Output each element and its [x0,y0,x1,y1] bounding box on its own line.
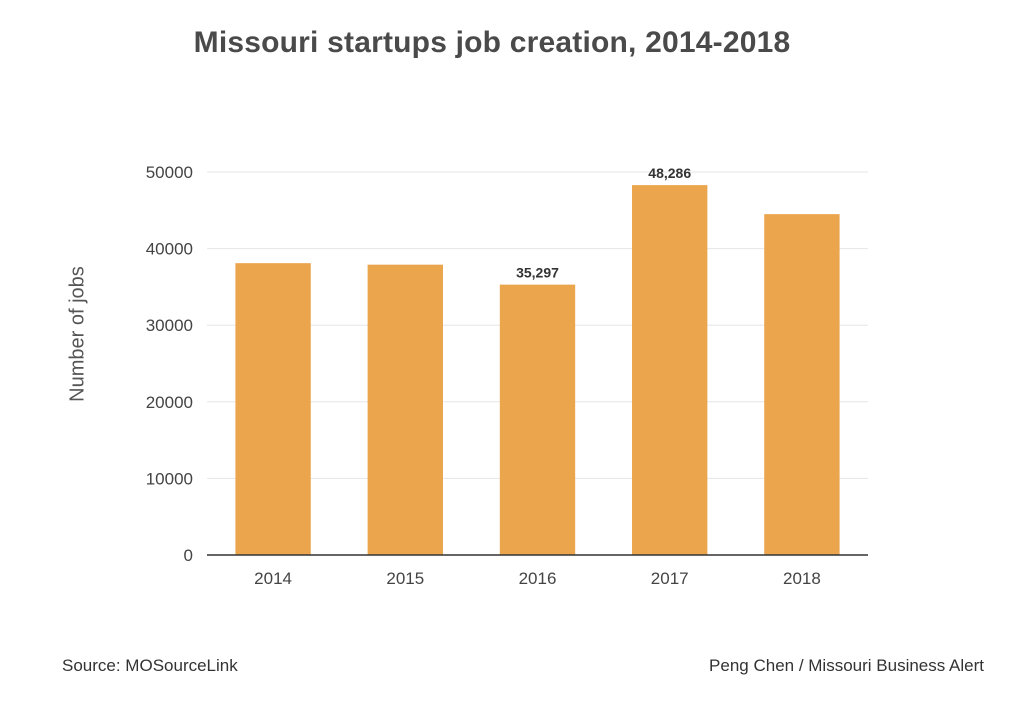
labels: 0 10000 20000 30000 40000 50000 2014 2015 2016 35… [146,163,821,588]
bar-2014 [235,263,311,555]
y-tick-label: 10000 [146,469,193,488]
bar-2017 [632,185,708,555]
x-tick-label: 2015 [386,569,424,588]
bar-2018 [764,214,840,555]
chart-title: Missouri startups job creation, 2014-201… [193,26,791,59]
y-tick-label: 30000 [146,316,193,335]
y-tick-label: 40000 [146,240,193,259]
y-tick-label: 20000 [146,393,193,412]
x-tick-label: 2014 [254,569,292,588]
x-tick-label: 2016 [519,569,557,588]
y-tick-label: 50000 [146,163,193,182]
x-tick-label: 2017 [651,569,689,588]
x-tick-label: 2018 [783,569,821,588]
bars [235,185,840,555]
bar-2015 [367,264,443,555]
data-label-2016: 35,297 [516,265,559,281]
y-tick-label: 0 [184,546,193,565]
data-label-2017: 48,286 [648,165,691,181]
credit-note: Peng Chen / Missouri Business Alert [709,656,984,675]
source-note: Source: MOSourceLink [62,656,238,675]
bar-2016 [499,284,576,555]
